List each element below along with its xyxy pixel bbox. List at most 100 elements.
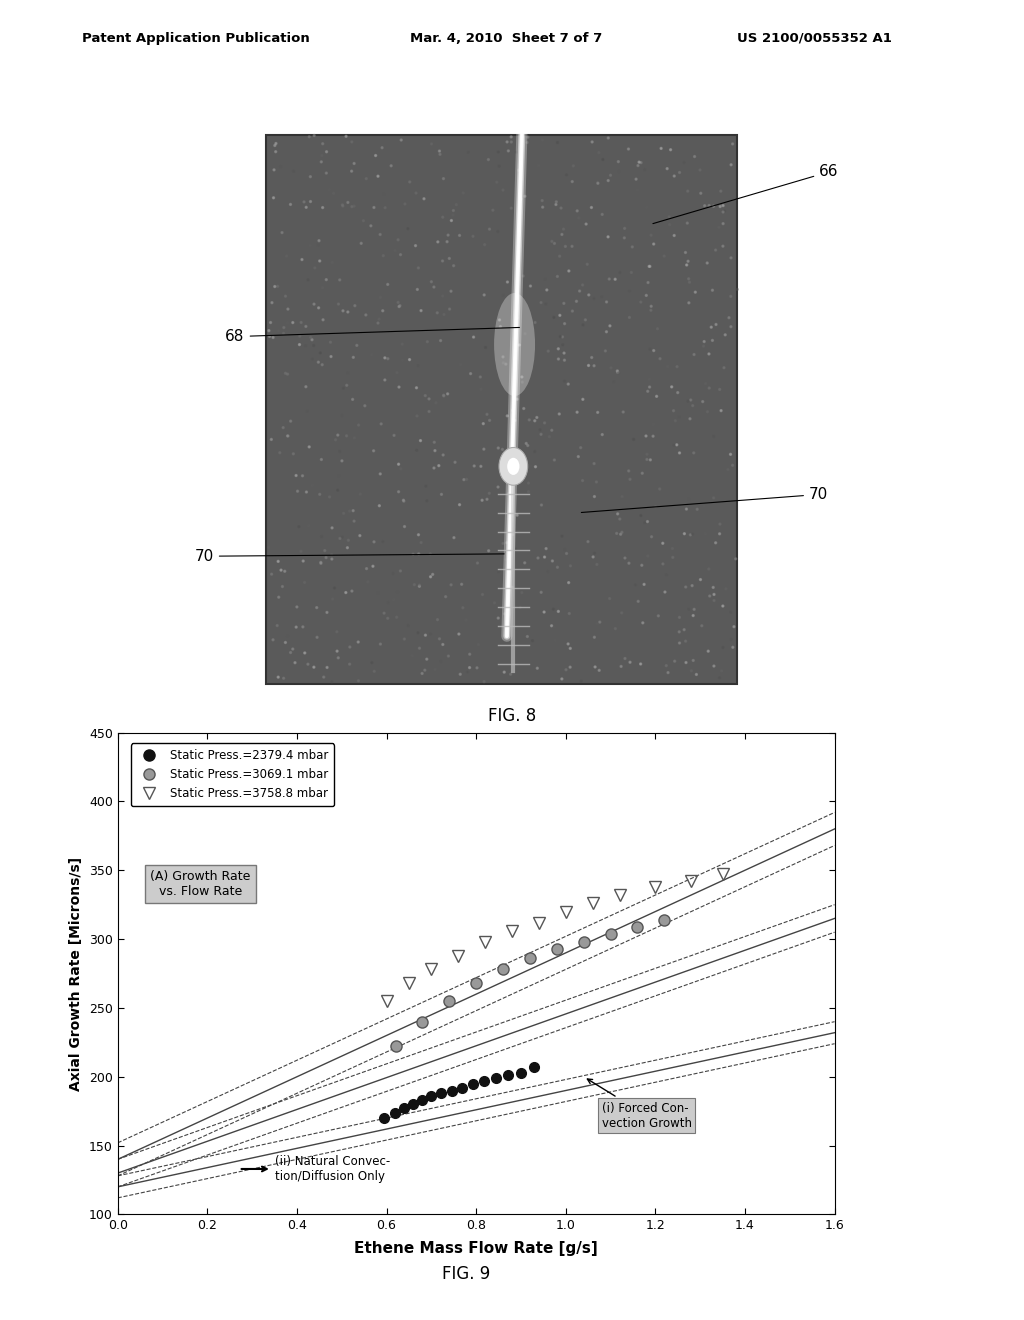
Point <box>669 356 685 378</box>
Point <box>427 659 443 680</box>
Point <box>535 197 551 218</box>
Point <box>287 652 303 673</box>
Point <box>270 586 287 607</box>
Point <box>495 285 511 306</box>
Point <box>412 574 428 595</box>
Point <box>387 240 403 261</box>
Point <box>458 610 474 631</box>
Point <box>335 300 351 321</box>
Point <box>603 358 620 379</box>
Point <box>459 469 475 490</box>
Point <box>324 517 340 539</box>
Point <box>569 201 586 222</box>
Point <box>278 363 294 384</box>
Point <box>324 252 340 273</box>
X-axis label: Ethene Mass Flow Rate [g/s]: Ethene Mass Flow Rate [g/s] <box>354 1241 598 1255</box>
Point <box>386 589 402 610</box>
Point <box>636 574 652 595</box>
Point <box>297 335 313 356</box>
Point <box>715 595 731 616</box>
Point <box>350 671 367 692</box>
Point <box>714 660 730 681</box>
Point <box>396 628 413 649</box>
Point <box>275 317 292 338</box>
Point <box>588 471 604 492</box>
Point <box>334 527 350 548</box>
Point <box>653 137 670 158</box>
Point <box>503 127 519 148</box>
Point <box>696 669 713 690</box>
Point <box>505 400 521 421</box>
Point <box>706 656 722 677</box>
Point <box>678 577 694 598</box>
Point <box>338 425 354 446</box>
Point <box>441 220 458 242</box>
Point <box>309 627 326 648</box>
Point <box>706 195 722 216</box>
Point <box>616 648 633 669</box>
Point <box>426 432 442 453</box>
Point <box>640 545 656 566</box>
Point <box>581 284 597 305</box>
Point <box>672 607 688 628</box>
Point <box>658 564 675 585</box>
Point <box>668 411 684 432</box>
Point <box>312 553 329 574</box>
Point <box>699 252 716 273</box>
Point <box>571 280 588 301</box>
Point <box>410 355 426 376</box>
Point <box>701 378 718 399</box>
Point <box>373 286 389 308</box>
Point <box>715 202 731 223</box>
Point <box>712 379 728 400</box>
Point <box>683 660 699 681</box>
Point <box>451 623 467 644</box>
Point <box>280 298 296 319</box>
Point <box>534 190 550 211</box>
Point <box>697 374 714 395</box>
Point <box>643 296 659 317</box>
Point <box>267 141 284 162</box>
Point <box>561 603 578 624</box>
Point <box>578 214 594 235</box>
Point <box>624 236 640 257</box>
Point <box>539 280 555 301</box>
Point <box>519 127 536 148</box>
Point <box>650 606 667 627</box>
Point <box>696 195 713 216</box>
Text: 66: 66 <box>653 165 839 223</box>
Point <box>346 153 362 174</box>
Point <box>681 272 697 293</box>
Point <box>692 569 709 590</box>
Point <box>413 532 429 553</box>
Point <box>331 293 347 314</box>
Point <box>589 554 605 576</box>
Point <box>645 425 662 446</box>
Point <box>377 370 393 391</box>
Point <box>353 232 370 253</box>
Point <box>586 453 602 474</box>
Point <box>597 341 613 362</box>
Point <box>392 458 409 479</box>
Point <box>562 638 579 659</box>
Point <box>318 162 335 183</box>
Point <box>680 181 696 202</box>
Point <box>443 574 460 595</box>
Point <box>370 582 386 603</box>
Point <box>452 224 468 246</box>
Point <box>366 197 382 218</box>
Point <box>647 496 664 517</box>
Point <box>454 574 470 595</box>
Point <box>344 197 360 218</box>
Point <box>313 145 330 166</box>
Point <box>355 210 372 231</box>
Point <box>432 330 449 351</box>
Point <box>426 276 442 297</box>
Point <box>591 143 607 164</box>
Point <box>300 269 316 290</box>
Point <box>390 230 407 251</box>
Point <box>412 638 428 659</box>
Point <box>440 645 457 667</box>
Point <box>715 636 731 657</box>
Point <box>672 632 688 653</box>
